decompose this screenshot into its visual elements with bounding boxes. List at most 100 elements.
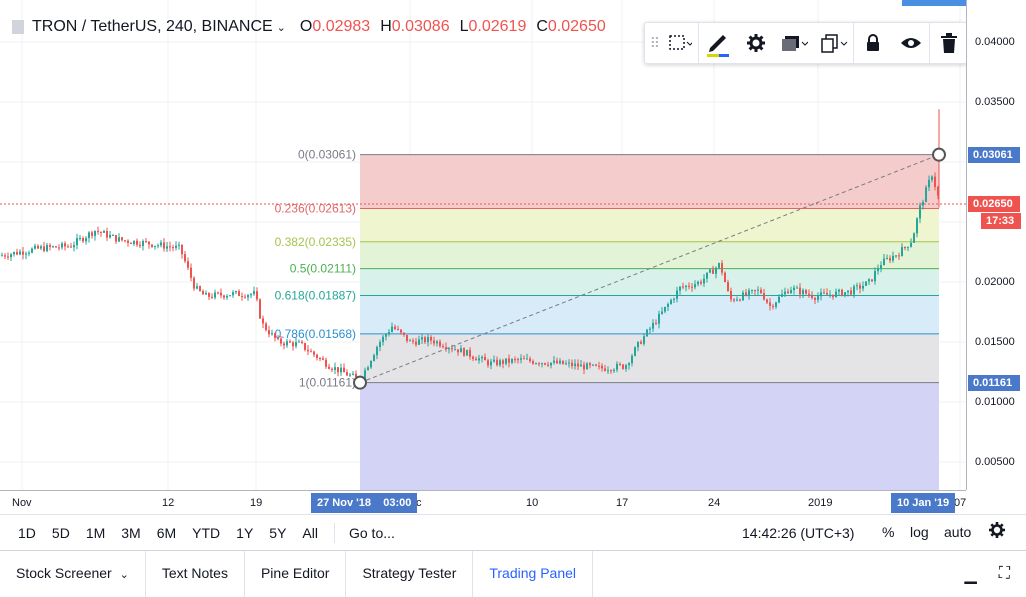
candle-body [700,281,702,284]
candle-body [388,332,390,335]
candle-body [604,368,606,371]
candle-body [505,358,507,364]
time-axis[interactable]: Nov 12 19 Dec 10 17 24 2019 07 27 Nov '1… [0,490,966,514]
candle-body [901,247,903,257]
candle-body [847,290,849,293]
collapse-legend-icon[interactable] [12,20,24,34]
candle-body [250,294,252,296]
chart-canvas[interactable]: 0(0.03061) 0.236(0.02613) 0.382(0.02335) 0.… [0,0,966,490]
candle-body [199,286,201,291]
range-all-button[interactable]: All [302,524,318,541]
candle-body [169,246,171,248]
tab-pine-editor[interactable]: Pine Editor [245,550,347,597]
candle-body [628,363,630,366]
candle-body [802,290,804,295]
symbol-title[interactable]: TRON / TetherUS, 240, BINANCE [32,18,273,35]
line-color-button[interactable] [699,23,737,63]
candle-body [748,290,750,296]
candle-body [826,292,828,295]
candle-body [178,244,180,246]
chevron-down-icon[interactable]: ⌄ [276,21,286,34]
candle-body [325,359,327,367]
candle-body [412,340,414,342]
log-scale-toggle[interactable]: log [910,524,929,540]
candle-body [895,255,897,257]
lock-button[interactable] [854,23,892,63]
candle-body [592,364,594,366]
candle-body [844,292,846,296]
range-1y-button[interactable]: 1Y [236,524,254,541]
candle-body [583,364,585,370]
tab-text-notes[interactable]: Text Notes [146,550,245,597]
time-start-tag: 27 Nov '18 03:00 [311,493,418,513]
maximize-panel-icon[interactable]: ⛶ [998,565,1010,582]
template-button[interactable] [661,23,699,63]
candle-body [745,292,747,296]
clock-timezone[interactable]: 14:42:26 (UTC+3) [742,525,855,541]
candle-body [211,296,213,298]
range-6m-button[interactable]: 6M [156,524,177,541]
candle-body [622,364,624,369]
candle-body [301,341,303,344]
range-5d-button[interactable]: 5D [51,524,70,541]
clone-button[interactable] [814,23,854,63]
goto-date-button[interactable]: Go to... [348,524,395,541]
range-5y-button[interactable]: 5Y [269,524,287,541]
candle-body [394,326,396,330]
candle-body [499,360,501,366]
range-1m-button[interactable]: 1M [85,524,106,541]
tab-label: Trading Panel [489,564,577,581]
candle-body [448,348,450,350]
chart-settings-button[interactable] [988,521,1006,542]
price-tick: 0.03500 [975,96,1015,108]
settings-button[interactable] [737,23,775,63]
chart-area[interactable]: 0(0.03061) 0.236(0.02613) 0.382(0.02335) 0.… [0,0,966,490]
candle-body [61,243,63,248]
candle-body [508,358,510,363]
candle-body [589,363,591,366]
candle-body [520,358,522,360]
candle-body [787,291,789,294]
candle-body [913,233,915,243]
candle-body [916,218,918,234]
candle-body [151,244,153,247]
auto-scale-toggle[interactable]: auto [944,524,972,540]
candle-body [793,287,795,291]
tab-trading-panel[interactable]: Trading Panel [473,550,594,597]
fib-trendline [0,147,966,390]
layers-icon [782,36,809,51]
minimize-panel-icon[interactable]: ▁ [964,567,977,584]
range-ytd-button[interactable]: YTD [192,524,221,541]
open-value: 0.02983 [312,18,371,35]
range-3m-button[interactable]: 3M [121,524,141,541]
price-scale[interactable]: 0.04000 0.03500 0.02000 0.01500 0.01000 … [966,0,1026,490]
candle-body [352,373,354,375]
candle-body [136,240,138,245]
candle-body [646,329,648,337]
visual-order-button[interactable] [774,23,814,63]
candle-body [850,290,852,295]
candle-body [478,358,480,361]
remove-button[interactable] [930,23,968,63]
candle-body [103,231,105,233]
candle-body [118,237,120,242]
candle-body [271,333,273,335]
percent-scale-toggle[interactable]: % [882,524,895,540]
tab-strategy-tester[interactable]: Strategy Tester [346,550,474,597]
range-1d-button[interactable]: 1D [18,524,36,541]
candle-body [298,341,300,343]
tab-stock-screener[interactable]: Stock Screener ⌄ [0,550,146,597]
candle-body [763,293,765,300]
candle-body [16,251,18,255]
candle-body [778,296,780,303]
candle-body [223,295,225,298]
candle-body [559,360,561,364]
trash-icon [941,33,958,53]
candle-body [85,238,87,242]
hide-button[interactable] [892,23,930,63]
drag-handle-icon[interactable]: ⠿ [649,34,661,51]
candle-body [616,363,618,370]
candle-body [718,263,720,268]
high-value: 0.03086 [391,18,450,35]
candle-body [82,237,84,242]
